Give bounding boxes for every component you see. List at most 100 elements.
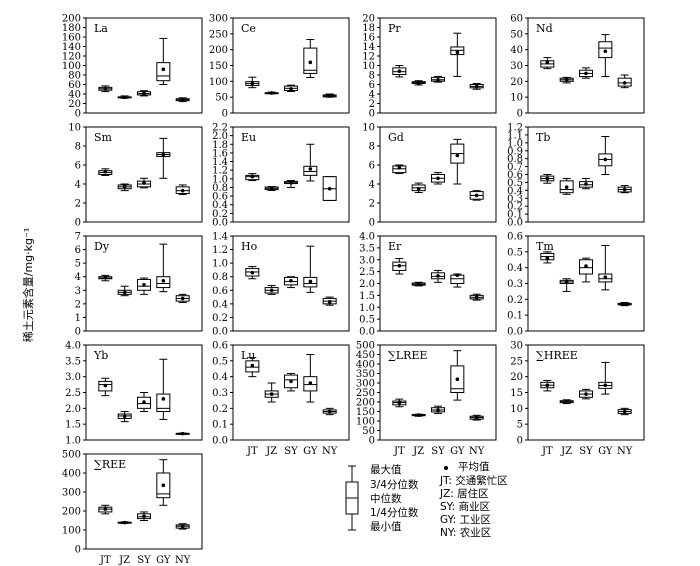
- mean-point: [142, 283, 146, 287]
- box-gy: [598, 361, 613, 395]
- y-tick-label: 180: [62, 23, 81, 34]
- x-tick-label: JT: [99, 555, 111, 566]
- mean-point: [289, 379, 293, 384]
- y-tick-label: 6: [75, 245, 81, 256]
- y-tick-label: 200: [356, 398, 375, 409]
- panel-nd: Nd 0 10 20 30 40 50 60: [510, 14, 645, 120]
- mean-point: [436, 176, 440, 181]
- panel-title: Eu: [241, 131, 256, 144]
- y-tick-label: 6: [75, 161, 81, 172]
- panel-sum-ree: ∑REE 0 100 200 300 400 500 JT JZ SY GY NY: [62, 450, 203, 566]
- mean-point: [103, 383, 108, 388]
- y-tick-label: 0.6: [212, 286, 228, 297]
- mean-point: [474, 84, 479, 89]
- y-tick-label: 50: [510, 29, 523, 40]
- legend-site-gy: GY: 工业区: [440, 514, 492, 526]
- mean-point: [289, 278, 293, 283]
- mean-point: [180, 524, 185, 528]
- y-tick-label: 4: [369, 90, 375, 101]
- mean-point: [397, 400, 402, 405]
- box-jz: [117, 95, 132, 100]
- box-gy: [156, 137, 171, 179]
- mean-point: [416, 282, 421, 287]
- panel-title: Dy: [94, 240, 110, 253]
- panel-frame: [379, 126, 497, 223]
- y-tick-label: 10: [362, 61, 375, 72]
- y-tick-label: 10: [362, 123, 375, 134]
- box-gy: [598, 245, 613, 291]
- mean-point: [142, 400, 146, 404]
- mean-point: [289, 180, 293, 185]
- y-tick-label: 20: [510, 77, 523, 88]
- box-sy: [579, 177, 593, 190]
- box-jz: [264, 382, 279, 403]
- box-ny: [469, 83, 484, 90]
- box-jt: [392, 258, 407, 275]
- box-jt: [245, 76, 260, 89]
- box-ny: [322, 93, 337, 98]
- y-tick-label: 0.2: [212, 209, 228, 220]
- y-tick-label: 0.6: [507, 170, 523, 181]
- mean-point: [622, 81, 627, 85]
- mean-point: [103, 507, 108, 511]
- y-tick-label: 0.0: [507, 218, 523, 229]
- iqr-box: [303, 165, 318, 176]
- mean-point: [564, 399, 569, 404]
- mean-point: [289, 87, 293, 91]
- box-ny: [175, 97, 190, 103]
- mean-point: [545, 383, 550, 388]
- panel-title: Tb: [536, 131, 550, 144]
- y-tick-label: 40: [68, 90, 81, 101]
- box-sy: [579, 67, 593, 79]
- y-tick-label: 0: [75, 545, 81, 556]
- y-tick-label: 0.6: [507, 232, 523, 243]
- y-tick-label: 0: [517, 436, 523, 447]
- y-tick-label: 3.0: [65, 372, 81, 383]
- box-sy: [579, 257, 593, 283]
- x-tick-label: JZ: [560, 446, 572, 457]
- mean-point: [455, 273, 460, 277]
- box-sy: [431, 269, 445, 283]
- y-tick-label: 100: [209, 77, 228, 88]
- x-tick-label: SY: [137, 555, 151, 566]
- box-jt: [392, 398, 407, 408]
- mean-point: [308, 279, 313, 284]
- y-tick-label: 0.1: [507, 311, 523, 322]
- panel-er: Er 0.00.51.01.52.02.53.03.54.0: [359, 232, 497, 338]
- box-jt: [392, 164, 407, 175]
- x-tick-label: NY: [322, 446, 338, 457]
- y-tick-label: 350: [356, 369, 375, 380]
- panel-title: Sm: [94, 131, 113, 144]
- mean-point: [564, 280, 569, 284]
- panel-title: Ce: [241, 22, 256, 35]
- box-jz: [559, 177, 574, 195]
- x-tick-label: GY: [156, 555, 171, 566]
- mean-point: [161, 152, 166, 157]
- y-tick-label: 1.4: [212, 157, 228, 168]
- y-tick-label: 15: [510, 388, 523, 399]
- y-tick-label: 160: [62, 33, 81, 44]
- y-tick-label: 150: [209, 61, 228, 72]
- y-tick-label: 200: [209, 45, 228, 56]
- box-jt: [98, 504, 113, 515]
- x-tick-label: NY: [617, 446, 633, 457]
- box-gy: [156, 358, 171, 420]
- iqr-box: [156, 62, 171, 82]
- box-jt: [540, 379, 555, 392]
- box-jt: [245, 357, 260, 378]
- box-sy: [137, 177, 151, 189]
- mean-point: [327, 300, 332, 304]
- x-tick-label: NY: [175, 555, 191, 566]
- mean-point: [180, 296, 185, 301]
- box-jt: [392, 65, 407, 78]
- box-ny: [175, 523, 190, 530]
- y-tick-label: 1.5: [359, 291, 375, 302]
- panel-title: La: [94, 22, 108, 35]
- box-jt: [540, 57, 555, 70]
- box-gy: [598, 34, 613, 78]
- mean-point: [474, 193, 479, 198]
- y-tick-label: 60: [510, 14, 523, 25]
- legend: 最大值 3/4分位数 中位数 1/4分位数 最小值 平均值 JT: 交通繁忙区 …: [340, 461, 570, 539]
- mean-point: [269, 392, 274, 396]
